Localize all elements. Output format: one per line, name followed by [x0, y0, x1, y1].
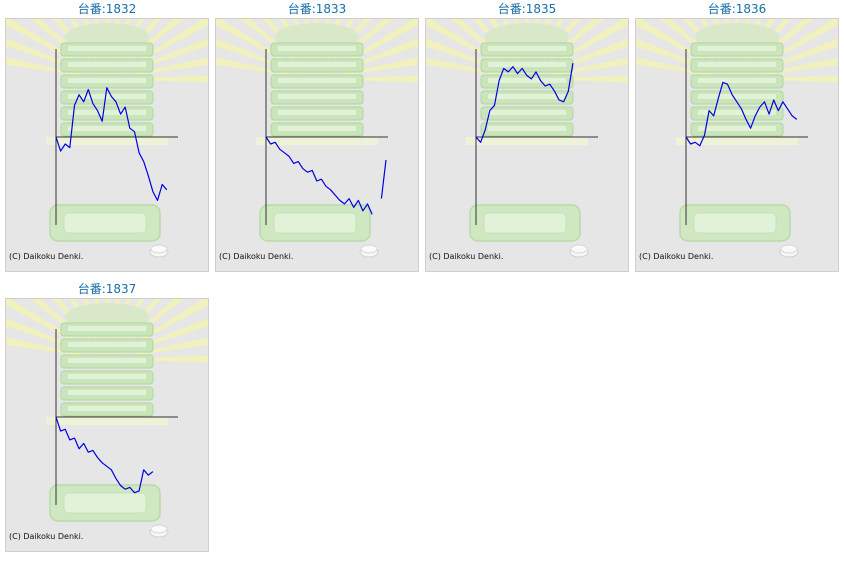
- coin-tray-illustration: [679, 204, 799, 258]
- series-line: [475, 63, 574, 143]
- graph-frame[interactable]: (C) Daikoku Denki.: [215, 18, 419, 272]
- graph-frame[interactable]: (C) Daikoku Denki.: [5, 298, 209, 552]
- coin-tray-illustration: [259, 204, 379, 258]
- machine-card: 台番:1835 (C) Daikoku Denki.: [425, 2, 629, 272]
- graph-frame[interactable]: (C) Daikoku Denki.: [635, 18, 839, 272]
- slot-machine-stack-illustration: [676, 23, 798, 145]
- copyright-text: (C) Daikoku Denki.: [9, 252, 84, 261]
- machine-card: 台番:1836 (C) Daikoku Denki.: [635, 2, 839, 272]
- series-line: [685, 81, 798, 147]
- slump-graph: [636, 19, 838, 258]
- machine-number-link[interactable]: 台番:1835: [497, 2, 557, 16]
- copyright-text: (C) Daikoku Denki.: [219, 252, 294, 261]
- copyright-text: (C) Daikoku Denki.: [429, 252, 504, 261]
- slot-machine-stack-illustration: [256, 23, 378, 145]
- machine-card: 台番:1837 (C) Daikoku Denki.: [5, 282, 209, 552]
- coin-tray-illustration: [49, 484, 169, 538]
- slot-machine-stack-illustration: [46, 23, 168, 145]
- machine-number-link[interactable]: 台番:1833: [287, 2, 347, 16]
- series-line: [55, 416, 154, 494]
- slump-graph: [426, 19, 628, 258]
- machine-number-link[interactable]: 台番:1832: [77, 2, 137, 16]
- slot-machine-stack-illustration: [46, 303, 168, 425]
- slump-graph: [6, 19, 208, 258]
- series-line: [55, 87, 168, 201]
- machine-number-link[interactable]: 台番:1837: [77, 282, 137, 296]
- slump-graph: [216, 19, 418, 258]
- series-line: [265, 136, 387, 215]
- machine-card: 台番:1833 (C) Daikoku Denki.: [215, 2, 419, 272]
- coin-tray-illustration: [469, 204, 589, 258]
- copyright-text: (C) Daikoku Denki.: [9, 532, 84, 541]
- coin-tray-illustration: [49, 204, 169, 258]
- copyright-text: (C) Daikoku Denki.: [639, 252, 714, 261]
- slump-graph: [6, 299, 208, 538]
- machine-card: 台番:1832 (C) Daikoku Denki.: [5, 2, 209, 272]
- graph-frame[interactable]: (C) Daikoku Denki.: [425, 18, 629, 272]
- graph-frame[interactable]: (C) Daikoku Denki.: [5, 18, 209, 272]
- machine-number-link[interactable]: 台番:1836: [707, 2, 767, 16]
